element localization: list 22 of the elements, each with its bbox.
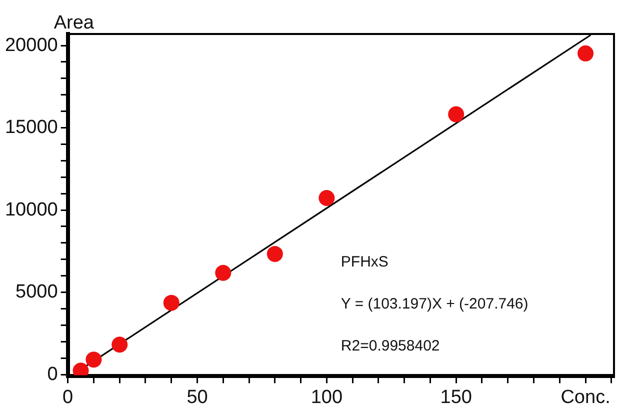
- point: [578, 45, 594, 62]
- point: [163, 294, 180, 311]
- y-tick-label: 15000: [4, 117, 58, 138]
- annotation: R2=0.9958402: [340, 337, 440, 354]
- y-tick-label: 10000: [4, 199, 58, 220]
- point: [448, 106, 464, 122]
- y-tick-label: 5000: [16, 282, 58, 303]
- point: [266, 246, 283, 262]
- x-tick-label: 0: [62, 386, 74, 408]
- annotation: Y = (103.197)X + (-207.746): [340, 295, 528, 312]
- y-tick-label: 20000: [4, 34, 58, 56]
- point: [86, 352, 102, 368]
- x-tick-label: 100: [310, 386, 343, 408]
- y-axis-title: Area: [54, 12, 94, 34]
- x-tick-label: Conc.: [560, 386, 610, 408]
- x-tick-label: 50: [186, 386, 208, 408]
- point: [112, 336, 128, 353]
- y-tick-label: 0: [47, 364, 58, 385]
- point: [318, 190, 335, 206]
- point: [215, 264, 232, 281]
- x-tick-label: 150: [440, 386, 472, 408]
- annotation: PFHxS: [340, 253, 388, 270]
